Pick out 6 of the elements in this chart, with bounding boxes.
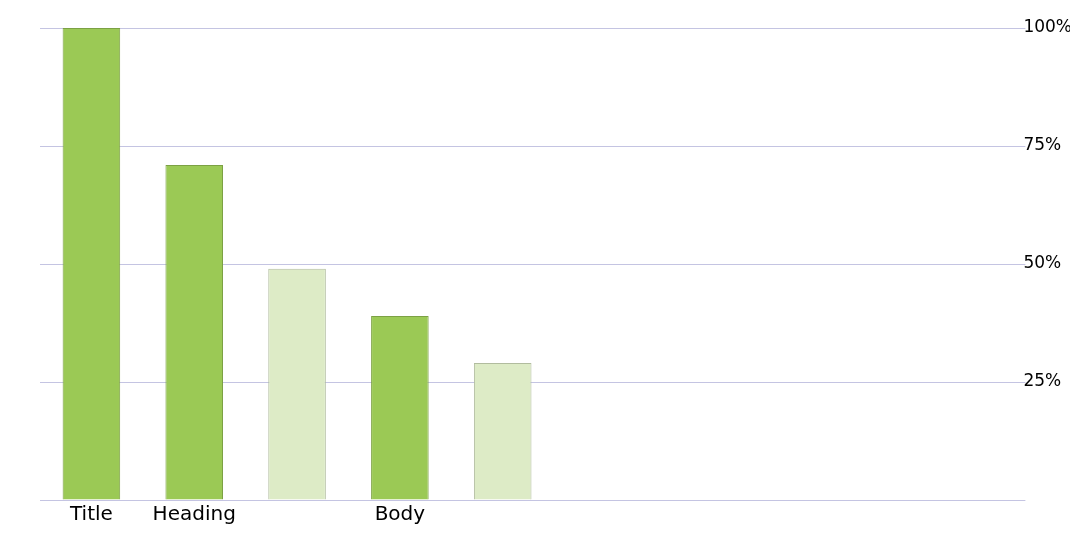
x-tick-label: Heading <box>152 501 236 526</box>
y-tick-label: 50% <box>1023 252 1062 273</box>
x-tick-label: Body <box>374 501 426 526</box>
x-tick-label: Title <box>68 501 113 526</box>
y-tick-label: 25% <box>1023 370 1062 391</box>
y-tick-label: 75% <box>1023 134 1062 155</box>
